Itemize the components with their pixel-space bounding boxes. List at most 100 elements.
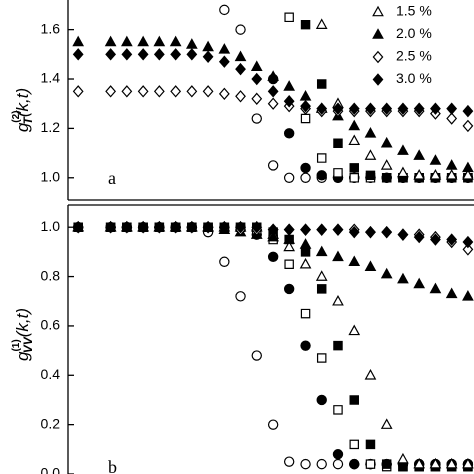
y-axis-label-part: (k,t) xyxy=(13,88,32,117)
data-point xyxy=(284,12,294,23)
data-point xyxy=(300,223,311,236)
data-point xyxy=(365,225,376,239)
data-point xyxy=(202,221,214,234)
legend-marker xyxy=(372,73,384,86)
data-point xyxy=(332,223,344,236)
data-point xyxy=(332,449,344,460)
data-point xyxy=(219,256,230,267)
data-point xyxy=(283,456,295,467)
data-point xyxy=(413,230,425,244)
data-point xyxy=(105,221,117,234)
data-point xyxy=(413,169,426,180)
data-point xyxy=(267,85,279,98)
data-point xyxy=(316,284,327,294)
data-point xyxy=(121,48,133,61)
data-point xyxy=(137,85,149,98)
data-point xyxy=(380,267,393,279)
data-point xyxy=(219,4,230,16)
data-point xyxy=(397,102,409,115)
data-point xyxy=(364,260,377,271)
data-point xyxy=(348,119,361,131)
data-point xyxy=(283,223,295,236)
y-tick-label: 1.0 xyxy=(41,218,61,234)
data-point xyxy=(348,134,361,146)
data-point xyxy=(121,85,133,98)
data-point xyxy=(445,457,458,469)
data-point xyxy=(153,221,165,234)
data-point xyxy=(283,128,295,139)
data-point xyxy=(300,19,311,30)
data-point xyxy=(137,35,149,47)
y-axis-label: g(2)T(k,t) xyxy=(11,88,36,132)
y-axis-label-part: (2) xyxy=(11,110,22,122)
data-point xyxy=(332,102,344,115)
data-point xyxy=(316,170,327,181)
data-point xyxy=(235,90,246,103)
data-point xyxy=(170,85,182,98)
y-tick-label: 1.0 xyxy=(41,168,61,184)
data-point xyxy=(430,233,441,246)
data-point xyxy=(169,35,182,47)
data-point xyxy=(72,85,84,98)
data-point xyxy=(315,245,328,257)
data-point xyxy=(315,18,328,29)
y-tick-label: 0.0 xyxy=(41,465,61,474)
data-point xyxy=(381,459,392,469)
data-point xyxy=(429,154,442,165)
plot-area xyxy=(72,220,474,472)
data-point xyxy=(349,439,359,450)
data-point xyxy=(348,102,360,115)
data-point xyxy=(398,461,408,472)
y-axis-label-part: T xyxy=(21,115,35,124)
data-point xyxy=(267,230,279,242)
data-point xyxy=(349,458,360,470)
data-point xyxy=(348,324,361,336)
data-point xyxy=(251,92,263,105)
data-point xyxy=(462,457,474,469)
data-point xyxy=(300,99,311,113)
data-point xyxy=(381,102,393,115)
y-tick-label: 0.8 xyxy=(41,267,61,283)
data-point xyxy=(348,255,361,267)
data-point xyxy=(429,169,442,180)
data-point xyxy=(332,250,344,262)
data-point xyxy=(316,458,327,470)
legend-label: 1.5 % xyxy=(396,3,432,19)
data-point xyxy=(251,350,262,361)
y-tick-label: 1.2 xyxy=(41,119,61,135)
data-point xyxy=(121,221,133,234)
data-point xyxy=(218,43,231,54)
data-point xyxy=(283,240,296,252)
data-point xyxy=(251,221,263,234)
data-point xyxy=(235,221,246,234)
data-point xyxy=(235,62,246,76)
data-point xyxy=(283,283,295,295)
data-point xyxy=(380,159,393,170)
data-point xyxy=(104,35,117,47)
data-point xyxy=(333,138,343,148)
data-point xyxy=(186,48,198,61)
data-point xyxy=(365,459,376,469)
y-axis-label-part: (k,t) xyxy=(13,308,32,337)
y-tick-label: 0.2 xyxy=(41,415,61,431)
data-point xyxy=(170,48,182,61)
data-point xyxy=(283,80,296,91)
data-point xyxy=(462,290,474,301)
data-point xyxy=(349,173,359,183)
data-point xyxy=(202,40,214,52)
data-point xyxy=(283,233,296,244)
data-point xyxy=(333,340,343,351)
panel-label: a xyxy=(108,168,116,188)
y-axis-label: g(1)VV(k,t) xyxy=(11,308,36,361)
data-point xyxy=(413,149,426,160)
data-point xyxy=(299,257,312,269)
data-point xyxy=(267,97,279,110)
data-point xyxy=(316,223,328,236)
data-point xyxy=(413,277,426,289)
y-axis-label-part: g xyxy=(13,122,32,132)
data-point xyxy=(121,35,133,47)
data-point xyxy=(218,87,230,101)
data-point xyxy=(300,308,311,319)
data-point xyxy=(445,159,458,170)
data-point xyxy=(283,172,295,183)
